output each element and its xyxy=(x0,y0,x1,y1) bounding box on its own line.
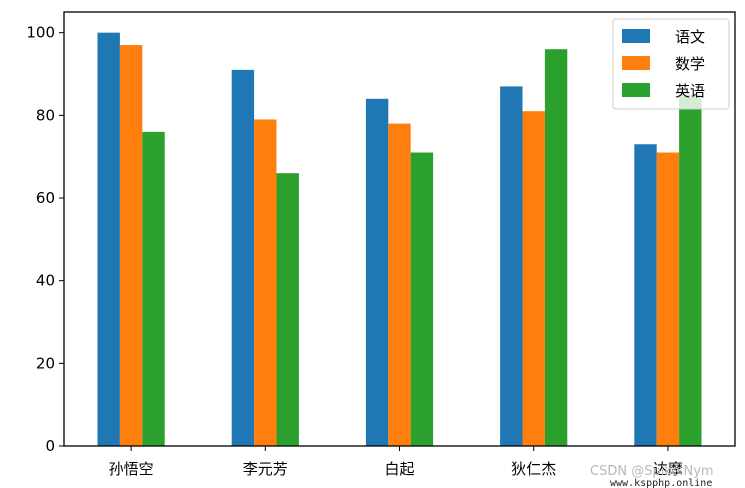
x-tick-label: 孙悟空 xyxy=(109,460,154,478)
bar xyxy=(276,173,299,446)
x-tick-label: 李元芳 xyxy=(243,460,288,478)
y-tick-label: 20 xyxy=(36,354,55,372)
bar xyxy=(142,131,165,446)
bar xyxy=(679,94,702,447)
x-tick-label: 白起 xyxy=(384,460,414,478)
bar xyxy=(119,45,143,446)
bar xyxy=(365,98,389,447)
bar xyxy=(500,86,523,447)
legend-label: 英语 xyxy=(675,82,705,100)
bar xyxy=(388,123,411,446)
x-axis: 孙悟空 李元芳 白起 狄仁杰 达摩 xyxy=(109,446,683,478)
x-tick-label: 达摩 xyxy=(653,460,683,478)
legend-swatch xyxy=(622,56,650,70)
bar xyxy=(97,32,120,447)
y-tick-label: 80 xyxy=(36,106,55,124)
legend-label: 语文 xyxy=(675,28,705,46)
bar xyxy=(254,119,277,446)
y-tick-label: 0 xyxy=(45,437,55,455)
legend-label: 数学 xyxy=(675,55,705,73)
bars-group xyxy=(97,32,702,447)
bar xyxy=(634,144,657,446)
watermark-site: www.kspphp.online xyxy=(610,478,712,488)
bar xyxy=(522,111,545,446)
y-axis: 0 20 40 60 80 100 xyxy=(26,24,64,455)
y-tick-label: 100 xyxy=(26,24,55,42)
watermark-csdn: CSDN @Spike.Nym xyxy=(590,464,714,479)
y-tick-label: 40 xyxy=(36,272,55,290)
legend-swatch xyxy=(622,29,650,43)
x-tick-label: 狄仁杰 xyxy=(511,460,556,478)
bar xyxy=(231,69,255,447)
bar xyxy=(656,152,680,446)
y-tick-label: 60 xyxy=(36,189,55,207)
legend-swatch xyxy=(622,83,650,97)
bar xyxy=(410,152,434,446)
bar xyxy=(544,49,568,446)
